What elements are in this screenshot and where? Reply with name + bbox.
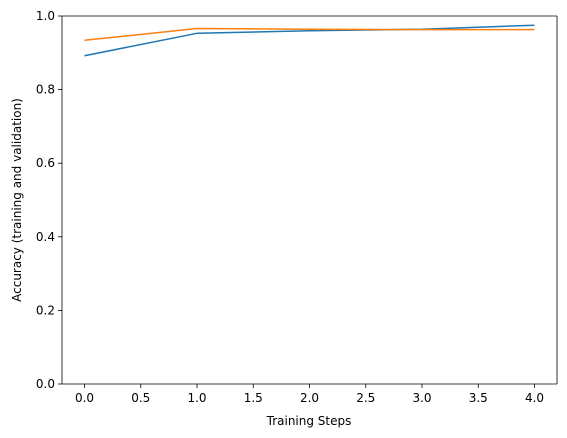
x-tick-label: 2.5 bbox=[356, 391, 375, 405]
y-tick-label: 0.0 bbox=[36, 377, 55, 391]
y-tick-label: 1.0 bbox=[36, 9, 55, 23]
y-tick-label: 0.4 bbox=[36, 230, 55, 244]
x-tick-label: 0.5 bbox=[131, 391, 150, 405]
x-tick-label: 2.0 bbox=[300, 391, 319, 405]
x-axis-ticks: 0.0 0.5 1.0 1.5 2.0 2.5 3.0 3.5 4.0 bbox=[75, 384, 544, 405]
x-axis-label: Training Steps bbox=[266, 414, 352, 428]
plot-area bbox=[61, 15, 558, 385]
x-tick-label: 0.0 bbox=[75, 391, 94, 405]
y-axis-label: Accuracy (training and validation) bbox=[10, 98, 24, 302]
x-tick-label: 1.5 bbox=[244, 391, 263, 405]
y-tick-label: 0.2 bbox=[36, 303, 55, 317]
x-tick-label: 4.0 bbox=[525, 391, 544, 405]
x-tick-label: 1.0 bbox=[187, 391, 206, 405]
series-layer bbox=[84, 24, 535, 57]
y-tick-label: 0.6 bbox=[36, 156, 55, 170]
plot-background bbox=[62, 16, 557, 384]
x-tick-label: 3.0 bbox=[412, 391, 431, 405]
y-tick-label: 0.8 bbox=[36, 83, 55, 97]
y-axis-ticks: 0.0 0.2 0.4 0.6 0.8 1.0 bbox=[36, 9, 62, 391]
x-tick-label: 3.5 bbox=[469, 391, 488, 405]
series-line-2 bbox=[84, 27, 535, 42]
series-line-1 bbox=[84, 24, 535, 57]
